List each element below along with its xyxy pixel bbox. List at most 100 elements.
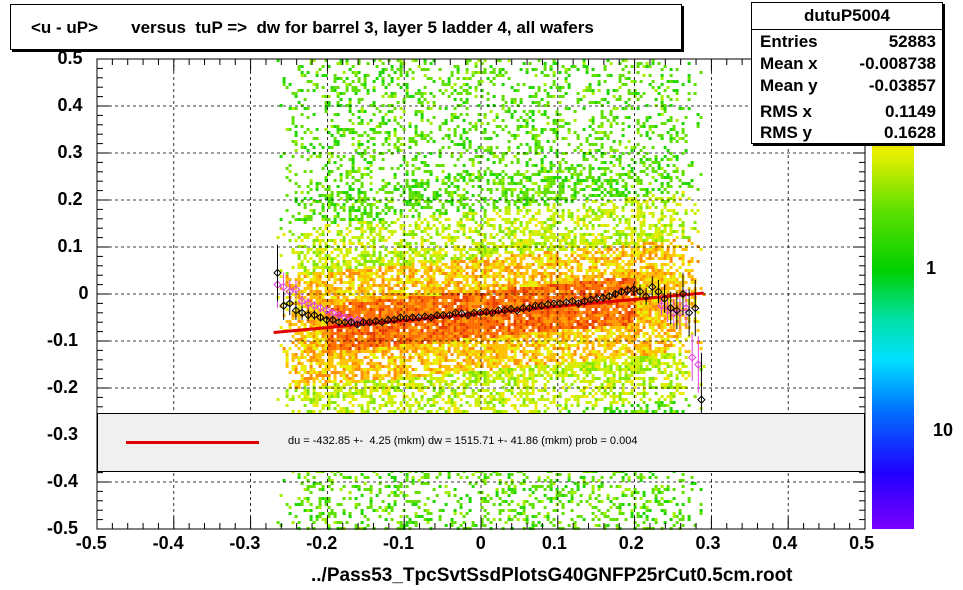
density-cell (492, 263, 496, 266)
density-cell (351, 287, 355, 290)
density-cell (390, 401, 394, 404)
density-cell (474, 86, 478, 89)
density-cell (381, 80, 385, 83)
density-cell (429, 281, 433, 284)
density-cell (357, 254, 361, 257)
density-cell (336, 233, 340, 236)
density-cell (336, 308, 340, 311)
density-cell (330, 290, 334, 293)
density-cell (315, 230, 319, 233)
density-cell (420, 311, 424, 314)
density-cell (396, 365, 400, 368)
density-cell (471, 317, 475, 320)
density-cell (396, 314, 400, 317)
density-cell (489, 296, 493, 299)
density-cell (309, 518, 313, 521)
density-cell (330, 380, 334, 383)
density-cell (312, 323, 316, 326)
density-cell (396, 305, 400, 308)
density-cell (429, 311, 433, 314)
density-cell (339, 329, 343, 332)
density-cell (447, 83, 451, 86)
density-cell (288, 83, 292, 86)
density-cell (483, 287, 487, 290)
density-cell (330, 344, 334, 347)
density-cell (468, 173, 472, 176)
density-cell (336, 215, 340, 218)
density-cell (471, 293, 475, 296)
density-cell (465, 191, 469, 194)
density-cell (414, 524, 418, 527)
density-cell (351, 206, 355, 209)
density-cell (423, 365, 427, 368)
density-cell (453, 335, 457, 338)
density-cell (336, 185, 340, 188)
density-cell (483, 197, 487, 200)
density-cell (306, 218, 310, 221)
density-cell (456, 92, 460, 95)
density-cell (417, 329, 421, 332)
density-cell (441, 398, 445, 401)
density-cell (471, 164, 475, 167)
density-cell (447, 374, 451, 377)
density-cell (435, 371, 439, 374)
density-cell (318, 155, 322, 158)
density-cell (396, 101, 400, 104)
density-cell (303, 356, 307, 359)
density-cell (402, 362, 406, 365)
density-cell (315, 290, 319, 293)
density-cell (429, 122, 433, 125)
density-cell (465, 353, 469, 356)
density-cell (372, 278, 376, 281)
density-cell (330, 89, 334, 92)
density-cell (465, 368, 469, 371)
density-cell (429, 332, 433, 335)
density-cell (447, 305, 451, 308)
density-cell (432, 290, 436, 293)
density-cell (450, 242, 454, 245)
density-cell (315, 320, 319, 323)
density-cell (339, 278, 343, 281)
density-cell (330, 296, 334, 299)
density-cell (354, 353, 358, 356)
density-cell (315, 128, 319, 131)
density-cell (357, 146, 361, 149)
density-cell (435, 308, 439, 311)
density-cell (441, 137, 445, 140)
density-cell (426, 356, 430, 359)
density-cell (417, 290, 421, 293)
density-cell (465, 266, 469, 269)
density-cell (417, 167, 421, 170)
density-cell (384, 506, 388, 509)
density-cell (480, 335, 484, 338)
density-cell (450, 404, 454, 407)
density-cell (492, 77, 496, 80)
density-cell (447, 272, 451, 275)
density-cell (387, 392, 391, 395)
density-cell (312, 263, 316, 266)
density-cell (399, 401, 403, 404)
density-cell (480, 227, 484, 230)
density-cell (324, 374, 328, 377)
density-cell (438, 350, 442, 353)
density-cell (384, 344, 388, 347)
density-cell (465, 59, 469, 62)
density-cell (465, 71, 469, 74)
density-cell (372, 398, 376, 401)
density-cell (396, 407, 400, 410)
density-cell (483, 116, 487, 119)
density-cell (330, 191, 334, 194)
density-cell (342, 272, 346, 275)
density-cell (309, 62, 313, 65)
density-cell (435, 218, 439, 221)
density-cell (360, 173, 364, 176)
density-cell (453, 257, 457, 260)
density-cell (342, 299, 346, 302)
density-cell (471, 173, 475, 176)
density-cell (363, 386, 367, 389)
density-cell (453, 302, 457, 305)
density-cell (360, 278, 364, 281)
density-cell (429, 152, 433, 155)
density-cell (306, 479, 310, 482)
density-cell (441, 350, 445, 353)
